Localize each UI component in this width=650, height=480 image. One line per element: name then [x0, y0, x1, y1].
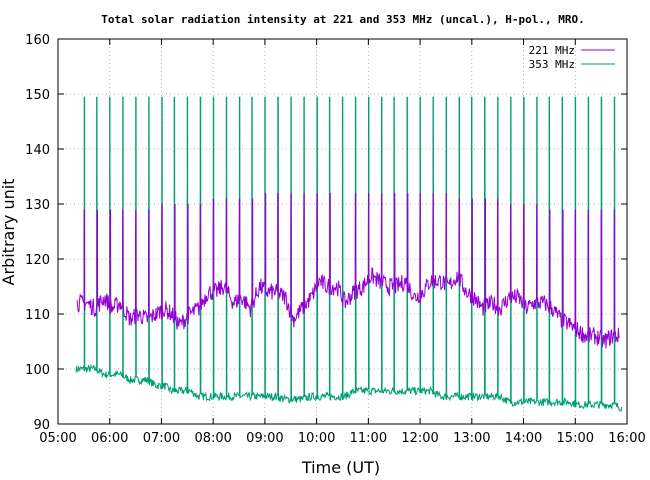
x-tick-label: 11:00	[350, 431, 387, 446]
x-tick-label: 06:00	[91, 431, 128, 446]
y-tick-label: 140	[25, 143, 50, 158]
x-tick-label: 12:00	[401, 431, 438, 446]
line-353-mhz	[75, 96, 623, 413]
x-tick-label: 16:00	[608, 431, 645, 446]
x-axis-label: Time (UT)	[301, 458, 380, 477]
legend-label-221: 221 MHz	[529, 44, 575, 57]
y-tick-label: 100	[25, 363, 50, 378]
y-tick-label: 160	[25, 33, 50, 48]
x-tick-label: 10:00	[298, 431, 335, 446]
line-221-mhz	[76, 192, 620, 349]
y-axis-label: Arbitrary unit	[0, 179, 18, 286]
y-tick-label: 120	[25, 253, 50, 268]
y-tick-label: 130	[25, 198, 50, 213]
y-tick-label: 90	[33, 418, 50, 433]
x-tick-label: 09:00	[246, 431, 283, 446]
chart-title: Total solar radiation intensity at 221 a…	[101, 13, 584, 26]
x-tick-label: 07:00	[143, 431, 180, 446]
legend: 221 MHz 353 MHz	[529, 44, 615, 71]
x-tick-label: 08:00	[194, 431, 231, 446]
y-tick-label: 110	[25, 308, 50, 323]
x-tick-label: 05:00	[39, 431, 76, 446]
plot-frame	[57, 38, 628, 425]
series-221-mhz	[76, 192, 620, 349]
x-tick-label: 13:00	[453, 431, 490, 446]
y-tick-label: 150	[25, 88, 50, 103]
series-353-mhz	[75, 96, 623, 413]
x-tick-label: 14:00	[505, 431, 542, 446]
legend-label-353: 353 MHz	[529, 58, 575, 71]
y-axis-ticks: 90 100 110 120 130 140 150 160	[25, 33, 627, 433]
x-axis-ticks: 05:00 06:00 07:00 08:00 09:00 10:00 11:00 12:00…	[39, 39, 646, 446]
x-tick-label: 15:00	[557, 431, 594, 446]
